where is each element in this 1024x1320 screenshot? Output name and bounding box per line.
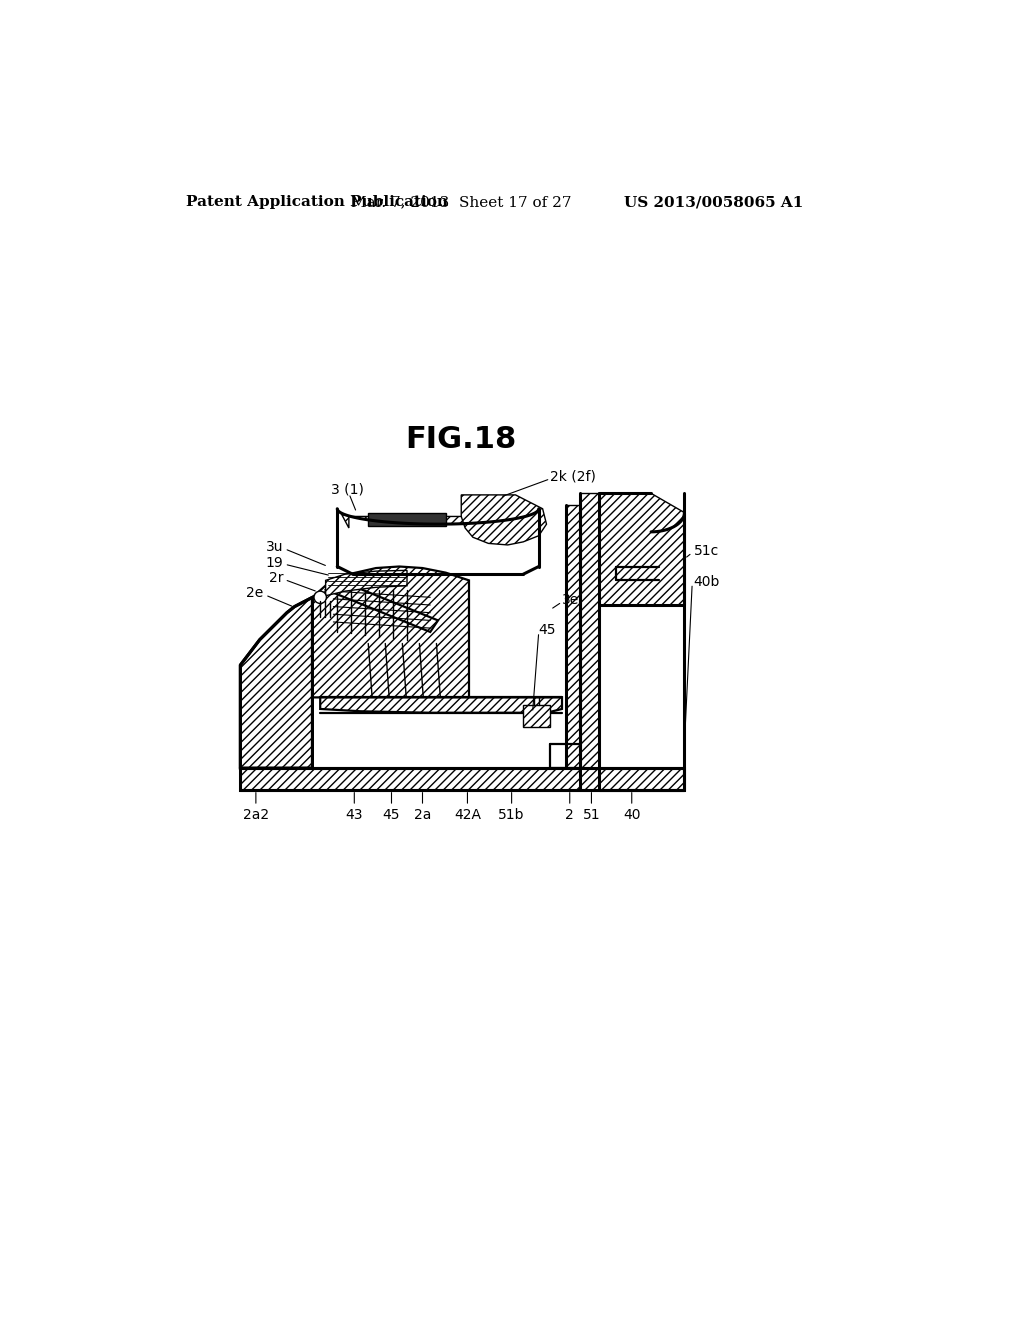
Text: 2a: 2a [414,808,431,822]
Text: 19: 19 [265,556,283,570]
Polygon shape [241,597,312,768]
Text: 51b: 51b [499,808,525,822]
Bar [580,494,599,789]
Circle shape [314,591,327,603]
Text: 43: 43 [345,808,364,822]
Polygon shape [599,494,684,605]
Text: 40b: 40b [693,576,720,589]
Text: 2r: 2r [268,572,283,585]
Text: 2a2: 2a2 [243,808,269,822]
Text: 45: 45 [383,808,400,822]
Polygon shape [312,566,469,697]
Polygon shape [321,697,562,713]
Text: Patent Application Publication: Patent Application Publication [186,195,449,210]
Text: US 2013/0058065 A1: US 2013/0058065 A1 [624,195,804,210]
Text: Mar. 7, 2013  Sheet 17 of 27: Mar. 7, 2013 Sheet 17 of 27 [351,195,571,210]
Polygon shape [341,512,536,528]
Bar [241,768,684,789]
Polygon shape [326,570,407,595]
Bar [566,506,580,768]
Text: 45: 45 [539,623,556,636]
Polygon shape [461,495,547,545]
Polygon shape [312,574,566,768]
Text: 2e: 2e [247,586,263,601]
Bar [523,705,550,726]
Text: FIG.18: FIG.18 [406,425,517,454]
Text: 51: 51 [583,808,600,822]
Text: 2: 2 [565,808,574,822]
Text: 42A: 42A [454,808,481,822]
Bar [369,512,445,527]
Text: 2k (2f): 2k (2f) [550,470,596,483]
Text: 3u: 3u [265,540,283,554]
Polygon shape [326,578,438,632]
Text: 3 (1): 3 (1) [331,483,364,496]
Text: 51c: 51c [693,544,719,558]
Text: 3e: 3e [562,593,580,607]
Text: 40: 40 [623,808,640,822]
